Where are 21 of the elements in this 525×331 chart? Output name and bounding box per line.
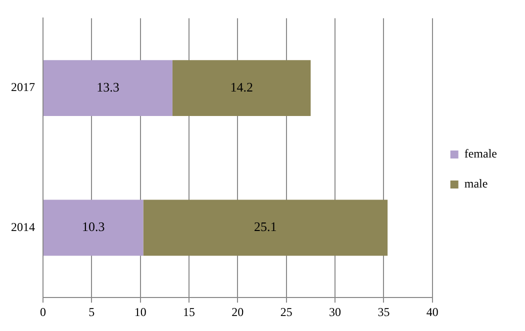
data-label: 13.3 [96,79,120,94]
bar [172,60,311,116]
data-label: 14.2 [230,79,253,94]
bar [143,200,388,256]
x-tick-label: 5 [88,304,95,319]
x-tick-label: 0 [40,304,46,319]
data-label: 10.3 [82,219,105,234]
data-label: 25.1 [254,219,277,234]
x-tick-label: 40 [426,304,438,319]
x-tick-label: 35 [378,304,390,319]
legend-label: male [464,176,488,191]
x-tick-label: 25 [280,304,292,319]
y-tick-label: 2014 [11,220,35,234]
x-tick-label: 15 [183,304,196,319]
x-tick-label: 20 [232,304,244,319]
bar [44,60,172,116]
bar [44,200,144,256]
y-tick-label: 2017 [11,80,35,94]
legend-label: female [464,146,498,161]
x-tick-label: 10 [134,304,146,319]
x-tick-label: 30 [329,304,342,319]
